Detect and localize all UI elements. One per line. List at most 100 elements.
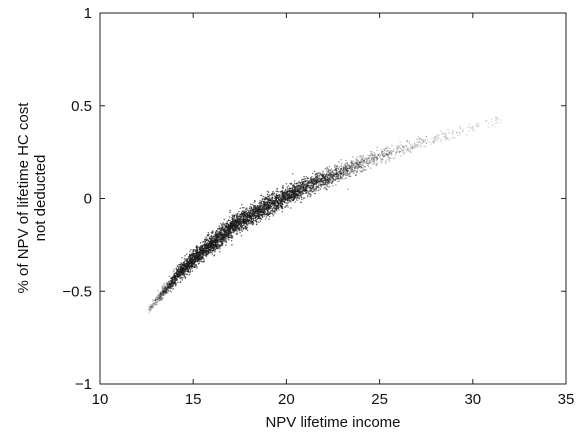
data-point bbox=[261, 216, 264, 219]
data-point bbox=[237, 218, 240, 220]
data-point bbox=[376, 156, 379, 159]
data-point bbox=[396, 148, 398, 151]
data-point bbox=[359, 165, 361, 168]
data-point bbox=[150, 307, 153, 309]
data-point bbox=[335, 173, 337, 176]
data-point bbox=[182, 276, 184, 279]
data-point bbox=[249, 209, 252, 211]
data-point bbox=[181, 270, 184, 272]
data-point bbox=[161, 289, 164, 291]
data-point bbox=[227, 219, 230, 222]
data-point bbox=[332, 180, 334, 183]
data-point bbox=[373, 158, 375, 161]
data-point bbox=[162, 290, 165, 293]
data-point bbox=[189, 269, 192, 271]
data-point bbox=[153, 300, 155, 302]
data-point bbox=[275, 194, 278, 196]
data-point bbox=[328, 166, 331, 168]
data-point bbox=[177, 281, 179, 283]
data-point bbox=[356, 161, 358, 163]
data-point bbox=[371, 154, 374, 157]
data-point bbox=[289, 191, 292, 194]
data-point bbox=[367, 154, 369, 157]
data-point bbox=[399, 141, 401, 143]
data-point bbox=[359, 165, 361, 168]
data-point bbox=[381, 153, 383, 156]
data-point bbox=[344, 177, 346, 180]
data-point bbox=[169, 286, 171, 289]
data-point bbox=[275, 209, 278, 212]
data-point bbox=[303, 175, 305, 178]
data-point bbox=[472, 127, 474, 129]
data-point bbox=[381, 159, 383, 161]
data-point bbox=[317, 178, 319, 180]
data-point bbox=[336, 170, 338, 172]
data-point bbox=[351, 162, 354, 165]
data-point bbox=[148, 308, 151, 310]
data-point bbox=[245, 221, 248, 223]
data-point bbox=[229, 211, 231, 214]
data-point bbox=[360, 155, 362, 157]
data-point bbox=[162, 288, 164, 291]
data-point bbox=[149, 306, 152, 308]
data-point bbox=[233, 219, 235, 221]
data-point bbox=[226, 237, 228, 240]
data-point bbox=[165, 291, 168, 294]
data-point bbox=[411, 145, 413, 148]
data-point bbox=[422, 139, 425, 141]
data-point bbox=[162, 291, 164, 293]
data-point bbox=[282, 196, 284, 198]
data-point bbox=[281, 202, 284, 205]
data-point bbox=[373, 159, 376, 161]
data-point bbox=[371, 153, 374, 156]
data-point bbox=[342, 171, 345, 174]
data-point bbox=[419, 137, 422, 140]
data-point bbox=[485, 119, 487, 122]
data-point bbox=[236, 229, 238, 231]
data-point bbox=[500, 119, 503, 121]
data-point bbox=[222, 227, 224, 230]
data-point bbox=[357, 164, 360, 167]
data-point bbox=[372, 154, 375, 156]
data-point bbox=[308, 184, 310, 187]
data-point bbox=[244, 214, 246, 217]
data-point bbox=[197, 253, 199, 256]
data-point bbox=[243, 221, 245, 223]
data-point bbox=[225, 222, 227, 225]
data-point bbox=[224, 237, 226, 240]
data-point bbox=[381, 154, 384, 156]
data-point bbox=[212, 246, 215, 249]
data-point bbox=[348, 167, 351, 169]
data-point bbox=[323, 179, 325, 182]
data-point bbox=[436, 135, 438, 137]
data-point bbox=[250, 217, 252, 220]
data-point bbox=[157, 300, 159, 302]
data-point bbox=[332, 173, 334, 175]
data-point bbox=[274, 209, 276, 211]
data-point bbox=[360, 160, 363, 162]
data-point bbox=[283, 191, 285, 193]
data-point bbox=[214, 241, 217, 243]
data-point bbox=[488, 122, 490, 125]
data-point bbox=[193, 260, 196, 263]
data-point bbox=[277, 202, 279, 205]
data-point bbox=[334, 178, 337, 180]
data-point bbox=[181, 264, 184, 267]
data-point bbox=[175, 284, 177, 287]
data-point bbox=[188, 270, 190, 273]
data-point bbox=[331, 171, 334, 174]
data-point bbox=[206, 244, 208, 247]
data-point bbox=[211, 251, 213, 254]
data-point bbox=[233, 230, 235, 233]
data-point bbox=[302, 192, 305, 195]
data-point bbox=[371, 158, 373, 160]
data-point bbox=[335, 172, 338, 175]
data-point bbox=[381, 151, 384, 153]
data-point bbox=[496, 117, 499, 120]
data-point bbox=[336, 174, 338, 177]
data-point bbox=[425, 142, 428, 145]
data-point bbox=[185, 267, 187, 269]
data-point bbox=[159, 296, 161, 299]
data-point bbox=[221, 231, 223, 233]
data-point bbox=[429, 141, 431, 143]
